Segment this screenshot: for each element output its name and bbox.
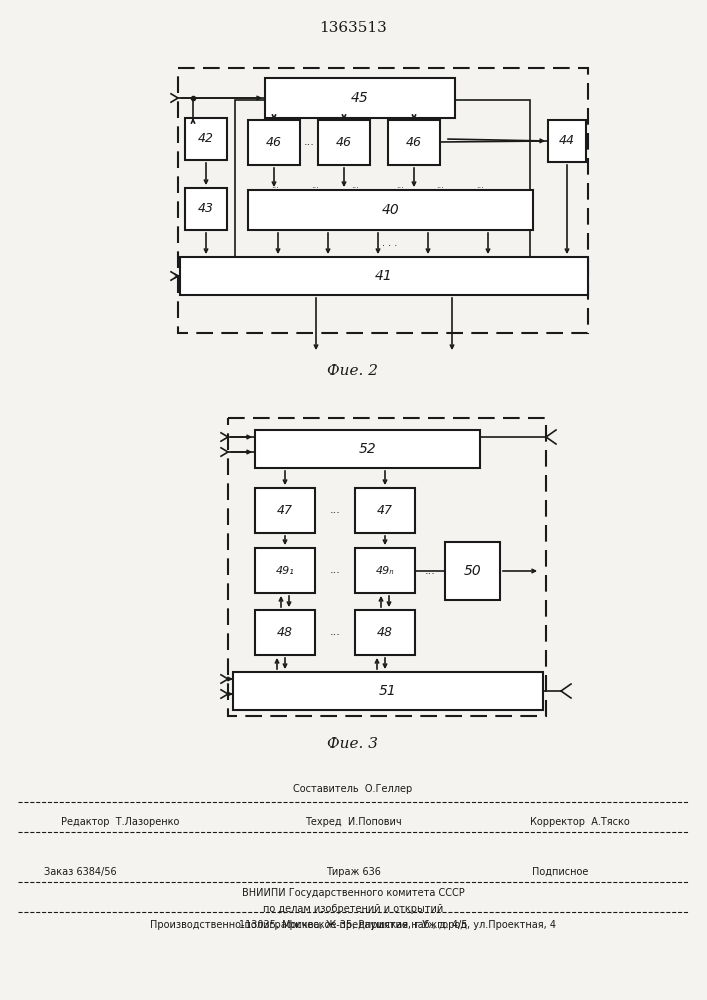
- Text: 52: 52: [358, 442, 376, 456]
- Text: Тираж 636: Тираж 636: [325, 867, 380, 877]
- Text: 49ₙ: 49ₙ: [375, 566, 395, 576]
- Text: 44: 44: [559, 134, 575, 147]
- Bar: [248, 190, 533, 230]
- Bar: [265, 78, 455, 118]
- Text: 46: 46: [336, 136, 352, 149]
- Text: 1363513: 1363513: [319, 21, 387, 35]
- Text: ...: ...: [271, 180, 279, 190]
- Bar: [318, 120, 370, 165]
- Text: ...: ...: [425, 566, 436, 576]
- Bar: [255, 548, 315, 593]
- Text: 47: 47: [377, 504, 393, 517]
- Bar: [235, 100, 530, 275]
- Text: ...: ...: [351, 180, 359, 190]
- Text: Корректор  А.Тяско: Корректор А.Тяско: [530, 817, 630, 827]
- Bar: [355, 488, 415, 533]
- Bar: [180, 257, 588, 295]
- Bar: [255, 610, 315, 655]
- Text: 48: 48: [377, 626, 393, 639]
- Text: Заказ 6384/56: Заказ 6384/56: [44, 867, 117, 877]
- Bar: [178, 68, 588, 333]
- Text: ...: ...: [329, 627, 341, 637]
- Text: ...: ...: [329, 505, 341, 515]
- Bar: [255, 488, 315, 533]
- Text: ВНИИПИ Государственного комитета СССР: ВНИИПИ Государственного комитета СССР: [242, 888, 464, 898]
- Bar: [228, 418, 546, 716]
- Bar: [248, 120, 300, 165]
- Bar: [355, 548, 415, 593]
- Text: 46: 46: [406, 136, 422, 149]
- Bar: [185, 188, 227, 230]
- Bar: [548, 120, 586, 162]
- Bar: [388, 120, 440, 165]
- Text: 46: 46: [266, 136, 282, 149]
- Text: 50: 50: [464, 564, 481, 578]
- Bar: [185, 118, 227, 160]
- Text: ...: ...: [303, 137, 315, 147]
- Text: ...: ...: [396, 180, 404, 190]
- Text: Производственно-полиграфическое предприятие, г.Ужгород, ул.Проектная, 4: Производственно-полиграфическое предприя…: [150, 920, 556, 930]
- Text: Фие. 3: Фие. 3: [327, 737, 378, 751]
- Text: ...: ...: [436, 180, 444, 190]
- Text: 43: 43: [198, 202, 214, 216]
- Bar: [355, 610, 415, 655]
- Text: по делам изобретений и открытий: по делам изобретений и открытий: [263, 904, 443, 914]
- Text: Редактор  Т.Лазоренко: Редактор Т.Лазоренко: [61, 817, 179, 827]
- Text: 48: 48: [277, 626, 293, 639]
- Text: 41: 41: [375, 269, 393, 283]
- Text: 49₁: 49₁: [276, 566, 294, 576]
- Bar: [445, 542, 500, 600]
- Text: 40: 40: [382, 203, 399, 217]
- Bar: [255, 430, 480, 468]
- Text: 47: 47: [277, 504, 293, 517]
- Text: Фие. 2: Фие. 2: [327, 364, 378, 378]
- Text: ...: ...: [476, 180, 484, 190]
- Text: 51: 51: [379, 684, 397, 698]
- Text: Техред  И.Попович: Техред И.Попович: [305, 817, 402, 827]
- Text: Составитель  О.Геллер: Составитель О.Геллер: [293, 784, 413, 794]
- Text: ...: ...: [311, 180, 319, 190]
- Text: 42: 42: [198, 132, 214, 145]
- Text: ...: ...: [329, 565, 341, 575]
- Bar: [233, 672, 543, 710]
- Text: Подписное: Подписное: [532, 867, 588, 877]
- Text: . . .: . . .: [382, 238, 397, 248]
- Text: 113035, Москва, Ж-35, Раушская наб., д. 4/5: 113035, Москва, Ж-35, Раушская наб., д. …: [239, 920, 467, 930]
- Text: 45: 45: [351, 91, 369, 105]
